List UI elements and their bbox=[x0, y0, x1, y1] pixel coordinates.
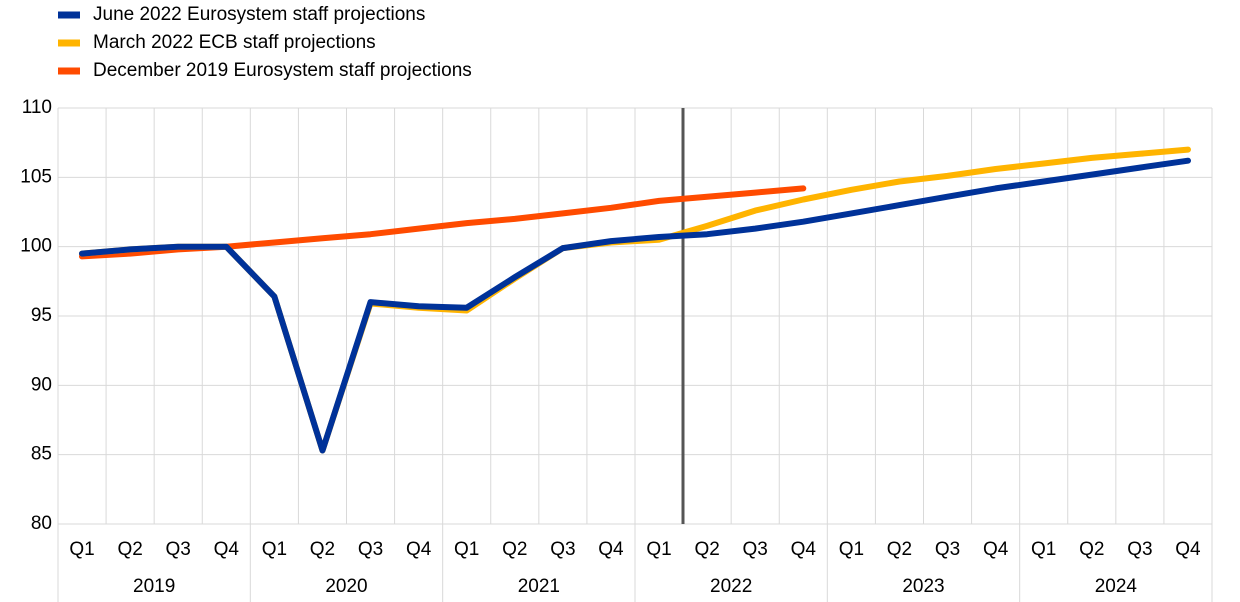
x-tick-label: Q4 bbox=[1175, 539, 1201, 560]
x-tick-label: Q4 bbox=[214, 539, 240, 560]
x-tick-label: Q3 bbox=[935, 539, 960, 560]
series-line bbox=[79, 157, 1191, 454]
x-tick-label: Q1 bbox=[262, 539, 287, 560]
x-tick-label: Q3 bbox=[1127, 539, 1152, 560]
y-tick-label: 90 bbox=[31, 374, 52, 395]
x-tick-label: Q3 bbox=[166, 539, 191, 560]
x-tick-label: Q1 bbox=[839, 539, 864, 560]
y-tick-label: 100 bbox=[20, 236, 52, 257]
x-tick-label: Q2 bbox=[887, 539, 912, 560]
x-group-label: 2020 bbox=[325, 576, 367, 597]
x-tick-label: Q3 bbox=[550, 539, 575, 560]
x-group-label: 2022 bbox=[710, 576, 752, 597]
x-group-label: 2024 bbox=[1095, 576, 1138, 597]
x-tick-label: Q2 bbox=[117, 539, 142, 560]
x-tick-label: Q3 bbox=[358, 539, 383, 560]
y-tick-label: 80 bbox=[31, 513, 52, 534]
x-tick-label: Q2 bbox=[694, 539, 719, 560]
y-tick-label: 105 bbox=[20, 166, 52, 187]
x-tick-label: Q2 bbox=[310, 539, 335, 560]
x-tick-label: Q1 bbox=[69, 539, 94, 560]
y-tick-label: 95 bbox=[31, 305, 52, 326]
x-tick-label: Q4 bbox=[983, 539, 1009, 560]
x-tick-label: Q1 bbox=[646, 539, 671, 560]
x-tick-label: Q1 bbox=[454, 539, 479, 560]
legend-label: March 2022 ECB staff projections bbox=[93, 32, 376, 53]
x-tick-label: Q3 bbox=[743, 539, 768, 560]
x-group-label: 2021 bbox=[518, 576, 560, 597]
x-tick-label: Q4 bbox=[791, 539, 817, 560]
x-tick-label: Q4 bbox=[598, 539, 624, 560]
x-tick-label: Q2 bbox=[502, 539, 527, 560]
x-group-label: 2023 bbox=[902, 576, 944, 597]
x-tick-label: Q2 bbox=[1079, 539, 1104, 560]
legend-label: December 2019 Eurosystem staff projectio… bbox=[93, 60, 472, 81]
x-group-label: 2019 bbox=[133, 576, 175, 597]
x-tick-label: Q1 bbox=[1031, 539, 1056, 560]
legend-label: June 2022 Eurosystem staff projections bbox=[93, 4, 425, 25]
y-tick-label: 110 bbox=[22, 97, 52, 118]
y-tick-label: 85 bbox=[31, 444, 52, 465]
x-tick-label: Q4 bbox=[406, 539, 432, 560]
